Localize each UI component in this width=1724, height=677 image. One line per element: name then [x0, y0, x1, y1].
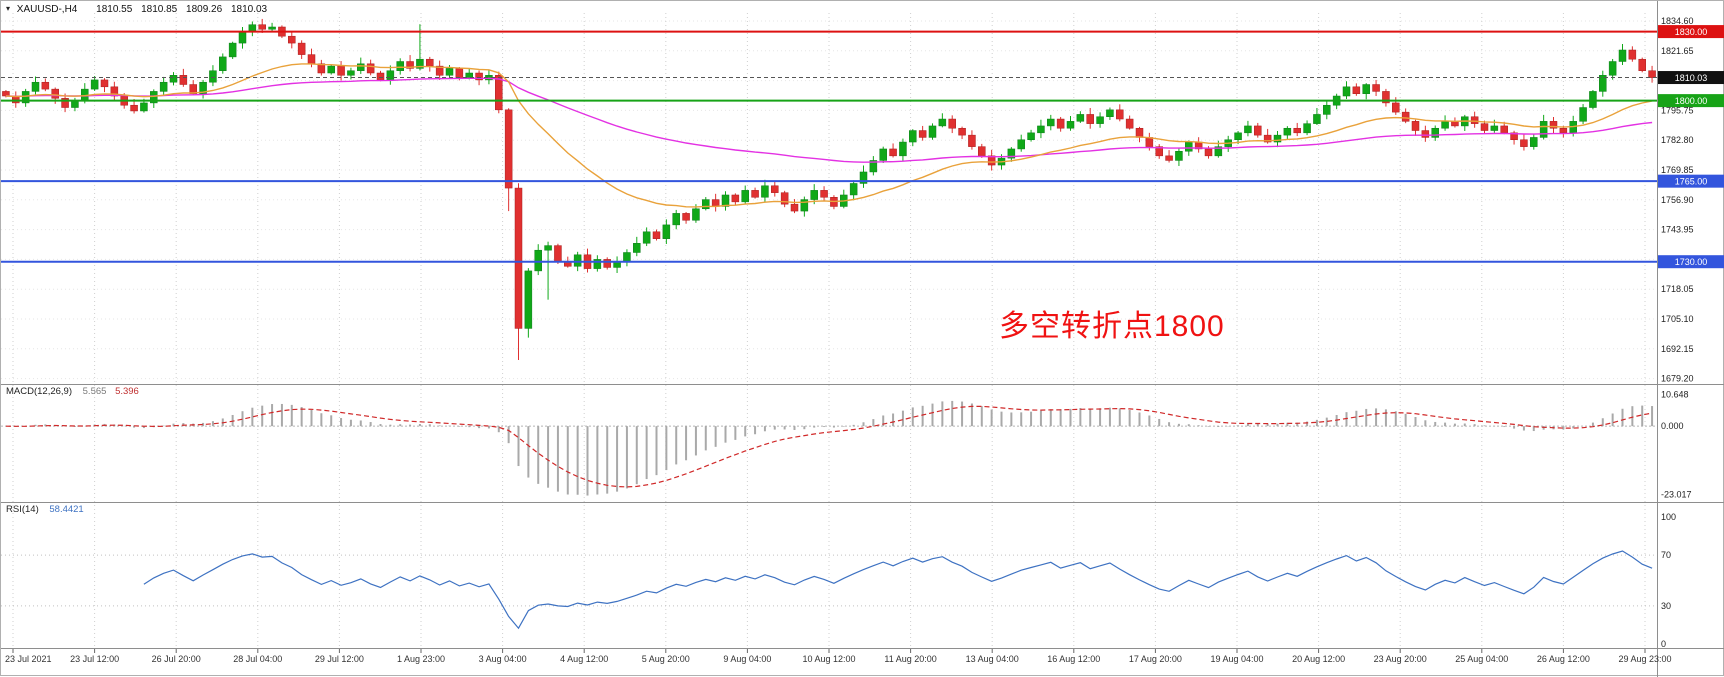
svg-text:1679.20: 1679.20	[1661, 374, 1694, 384]
grid	[1, 13, 1657, 648]
chart-title: XAUUSD-,H4	[16, 4, 78, 15]
chart-menu-icon[interactable]: ▾	[6, 4, 11, 13]
svg-text:70: 70	[1661, 550, 1671, 560]
rsi-value: 58.4421	[49, 504, 84, 515]
price-axis[interactable]: 1834.60 1821.65 1795.75 1782.80 1769.85 1756.…	[1661, 16, 1694, 384]
svg-text:1800.00: 1800.00	[1675, 96, 1708, 106]
svg-text:29 Jul 12:00: 29 Jul 12:00	[315, 654, 364, 664]
rsi-line	[143, 550, 1653, 630]
svg-text:4 Aug 12:00: 4 Aug 12:00	[560, 654, 608, 664]
svg-text:26 Aug 12:00: 26 Aug 12:00	[1537, 654, 1590, 664]
svg-text:23 Jul 2021: 23 Jul 2021	[5, 654, 52, 664]
svg-text:25 Aug 04:00: 25 Aug 04:00	[1455, 654, 1508, 664]
svg-text:29 Aug 23:00: 29 Aug 23:00	[1618, 654, 1671, 664]
current-price-badge: 1810.03	[1658, 71, 1724, 85]
svg-text:17 Aug 20:00: 17 Aug 20:00	[1129, 654, 1182, 664]
svg-text:1795.75: 1795.75	[1661, 105, 1694, 115]
macd-header: MACD(12,26,9) 5.565 5.396	[6, 386, 139, 397]
macd-main-value: 5.565	[82, 386, 107, 397]
svg-text:10 Aug 12:00: 10 Aug 12:00	[802, 654, 855, 664]
svg-text:1 Aug 23:00: 1 Aug 23:00	[397, 654, 445, 664]
svg-text:1782.80: 1782.80	[1661, 135, 1694, 145]
macd-axis: 10.648 0.000 -23.017	[1661, 389, 1692, 499]
svg-text:23 Jul 12:00: 23 Jul 12:00	[70, 654, 119, 664]
svg-text:-23.017: -23.017	[1661, 490, 1692, 500]
svg-text:1834.60: 1834.60	[1661, 16, 1694, 26]
rsi-header: RSI(14) 58.4421	[6, 504, 84, 515]
svg-text:1765.00: 1765.00	[1675, 177, 1708, 187]
macd-histogram	[14, 400, 1654, 496]
svg-text:3 Aug 04:00: 3 Aug 04:00	[479, 654, 527, 664]
svg-text:1821.65: 1821.65	[1661, 46, 1694, 56]
svg-text:1830.00: 1830.00	[1675, 27, 1708, 37]
ohlc-close: 1810.03	[230, 4, 268, 15]
time-axis[interactable]: 23 Jul 2021 23 Jul 12:00 26 Jul 20:00 28 Ju…	[5, 649, 1672, 664]
svg-text:1769.85: 1769.85	[1661, 165, 1694, 175]
ohlc-low: 1809.26	[186, 4, 223, 15]
price-badge-1730: 1730.00	[1658, 255, 1724, 269]
horizontal-lines[interactable]	[1, 30, 1657, 263]
macd-signal-value: 5.396	[115, 386, 139, 397]
svg-text:13 Aug 04:00: 13 Aug 04:00	[966, 654, 1019, 664]
svg-text:20 Aug 12:00: 20 Aug 12:00	[1292, 654, 1345, 664]
ma-slow-line	[5, 77, 1653, 163]
svg-text:28 Jul 04:00: 28 Jul 04:00	[233, 654, 282, 664]
svg-text:26 Jul 20:00: 26 Jul 20:00	[152, 654, 201, 664]
svg-text:5 Aug 20:00: 5 Aug 20:00	[642, 654, 690, 664]
svg-text:1810.03: 1810.03	[1675, 73, 1708, 83]
svg-text:1718.05: 1718.05	[1661, 284, 1694, 294]
price-badge-1800: 1800.00	[1658, 94, 1724, 108]
macd-signal-line	[5, 405, 1653, 488]
svg-text:11 Aug 20:00: 11 Aug 20:00	[884, 654, 936, 664]
svg-text:9 Aug 04:00: 9 Aug 04:00	[723, 654, 771, 664]
svg-text:1692.15: 1692.15	[1661, 344, 1694, 354]
macd-label: MACD(12,26,9)	[6, 386, 72, 397]
ohlc-high: 1810.85	[141, 4, 178, 15]
svg-text:23 Aug 20:00: 23 Aug 20:00	[1374, 654, 1427, 664]
price-badge-1765: 1765.00	[1658, 174, 1724, 188]
price-badge-1830: 1830.00	[1658, 25, 1724, 39]
svg-text:0.000: 0.000	[1661, 421, 1684, 431]
svg-text:0: 0	[1661, 639, 1666, 649]
annotation-text[interactable]: 多空转折点1800	[999, 310, 1225, 343]
svg-text:19 Aug 04:00: 19 Aug 04:00	[1210, 654, 1263, 664]
ma-fast-line	[5, 63, 1653, 208]
rsi-label: RSI(14)	[6, 504, 39, 515]
svg-text:1756.90: 1756.90	[1661, 195, 1694, 205]
svg-text:10.648: 10.648	[1661, 389, 1689, 399]
svg-text:30: 30	[1661, 601, 1671, 611]
chart-ohlc: 1810.55 1810.85 1809.26 1810.03	[96, 4, 273, 15]
svg-text:1743.95: 1743.95	[1661, 225, 1694, 235]
svg-text:1705.10: 1705.10	[1661, 314, 1694, 324]
svg-text:1730.00: 1730.00	[1675, 257, 1708, 267]
rsi-axis: 100 70 30 0	[1661, 512, 1676, 649]
svg-text:16 Aug 12:00: 16 Aug 12:00	[1047, 654, 1100, 664]
chart-header: ▾ XAUUSD-,H4 1810.55 1810.85 1809.26 181…	[6, 4, 273, 15]
ohlc-open: 1810.55	[96, 4, 133, 15]
svg-text:100: 100	[1661, 512, 1676, 522]
